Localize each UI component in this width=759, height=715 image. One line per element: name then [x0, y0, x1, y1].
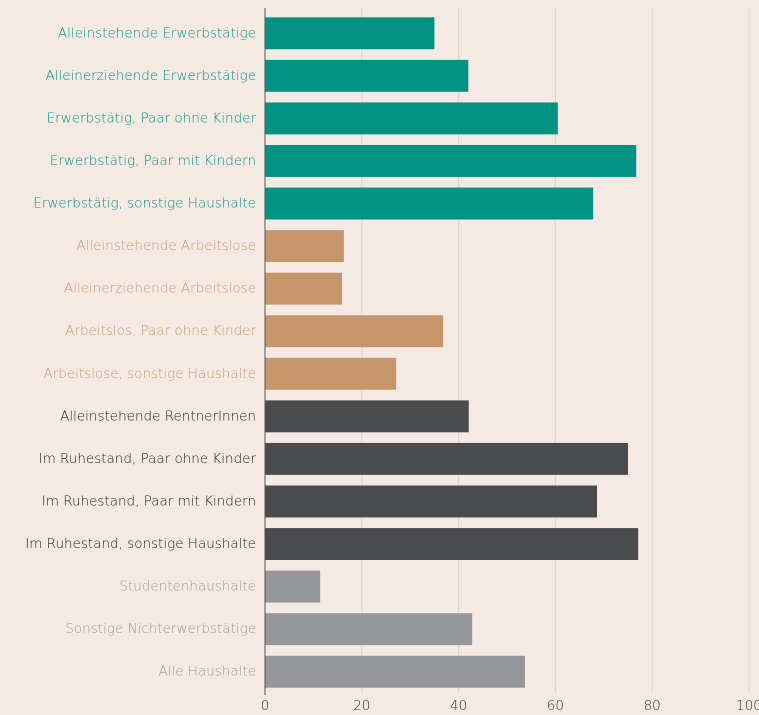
bar: [265, 442, 628, 475]
x-tick-label: 20: [353, 698, 370, 714]
y-tick-label: Arbeitslose, sonstige Haushalte: [44, 366, 257, 382]
y-tick-label: Im Ruhestand, sonstige Haushalte: [25, 536, 256, 552]
y-tick-label: Sonstige Nichterwerbstätige: [65, 621, 256, 637]
y-tick-label: Erwerbstätig, Paar ohne Kinder: [47, 110, 257, 126]
y-tick-label: Studentenhaushalte: [119, 579, 256, 595]
bar: [265, 17, 435, 50]
y-tick-label: Im Ruhestand, Paar mit Kindern: [42, 493, 256, 509]
x-tick-label: 60: [547, 698, 564, 714]
y-tick-label: Alleinstehende Erwerbstätige: [58, 25, 256, 41]
bar: [265, 315, 444, 348]
bar: [265, 272, 342, 305]
x-tick-label: 0: [261, 698, 270, 714]
bar: [265, 400, 469, 433]
bar: [265, 528, 639, 560]
bar: [265, 485, 598, 518]
bar: [265, 145, 637, 177]
bar: [265, 187, 594, 220]
bar: [265, 613, 473, 646]
bar: [265, 230, 344, 263]
y-tick-label: Erwerbstätig, sonstige Haushalte: [33, 196, 256, 212]
y-tick-label: Alleinstehende RentnerInnen: [60, 408, 256, 424]
bar: [265, 655, 525, 688]
y-tick-label: Alleinstehende Arbeitslose: [76, 238, 256, 254]
x-tick-label: 100: [736, 698, 759, 714]
y-tick-label: Alleinerziehende Arbeitslose: [64, 281, 256, 297]
y-tick-label: Alleinerziehende Erwerbstätige: [45, 68, 256, 84]
x-tick-label: 80: [644, 698, 661, 714]
x-tick-label: 40: [450, 698, 467, 714]
y-tick-label: Im Ruhestand, Paar ohne Kinder: [39, 451, 257, 467]
bar: [265, 59, 469, 92]
y-tick-label: Erwerbstätig, Paar mit Kindern: [50, 153, 256, 169]
y-tick-label: Alle Haushalte: [158, 664, 256, 680]
y-tick-label: Arbeitslos, Paar ohne Kinder: [65, 323, 256, 339]
bar: [265, 357, 397, 390]
bar: [265, 102, 558, 135]
bar: [265, 570, 321, 603]
